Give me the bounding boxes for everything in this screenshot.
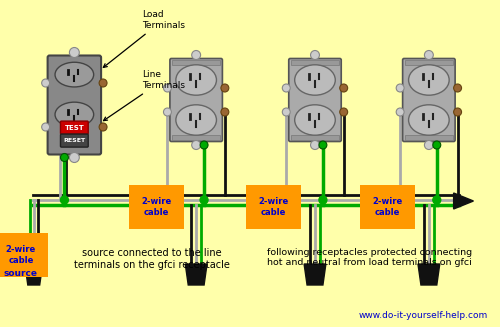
Ellipse shape [55,62,94,87]
Text: following receptacles protected connecting
hot and neutral from load terminals o: following receptacles protected connecti… [267,248,472,267]
Polygon shape [304,264,326,285]
Circle shape [42,123,50,131]
Circle shape [319,196,327,204]
Text: RESET: RESET [64,138,86,143]
Ellipse shape [176,65,216,95]
Text: Line
Terminals: Line Terminals [104,70,184,121]
Bar [291,135,339,140]
Circle shape [340,84,347,92]
Ellipse shape [294,65,336,95]
Circle shape [42,79,50,87]
Ellipse shape [176,105,216,135]
Circle shape [310,141,320,149]
Ellipse shape [294,105,336,135]
Circle shape [200,196,208,204]
Text: www.do-it-yourself-help.com: www.do-it-yourself-help.com [359,311,488,320]
Circle shape [200,141,208,149]
Text: source connected to the line
terminals on the gfci receptacle: source connected to the line terminals o… [74,248,230,269]
Circle shape [164,108,172,116]
Circle shape [433,141,441,149]
Circle shape [60,153,68,162]
Bar [291,60,339,65]
Text: TEST: TEST [64,125,84,130]
FancyBboxPatch shape [60,134,88,147]
Text: 2-wire
cable: 2-wire cable [6,245,36,265]
Circle shape [99,79,107,87]
Ellipse shape [408,105,449,135]
Circle shape [433,196,441,204]
Bar [405,60,452,65]
FancyBboxPatch shape [170,59,222,142]
FancyBboxPatch shape [48,56,101,154]
Polygon shape [454,193,473,209]
Circle shape [396,108,404,116]
Circle shape [340,108,347,116]
Circle shape [424,141,434,149]
Circle shape [70,152,80,163]
FancyBboxPatch shape [402,59,455,142]
Text: 2-wire
cable: 2-wire cable [142,197,172,217]
Circle shape [396,84,404,92]
Polygon shape [418,264,440,285]
Circle shape [192,141,200,149]
Circle shape [454,84,462,92]
Text: 2-wire
cable: 2-wire cable [372,197,402,217]
Ellipse shape [408,65,449,95]
Circle shape [319,141,327,149]
Circle shape [60,196,68,204]
FancyBboxPatch shape [60,121,88,134]
Ellipse shape [55,102,94,127]
Circle shape [282,84,290,92]
Polygon shape [186,264,207,285]
Circle shape [164,84,172,92]
Circle shape [221,108,229,116]
Circle shape [221,84,229,92]
Polygon shape [25,264,42,285]
Bar [405,135,452,140]
Bar [172,135,220,140]
Text: Load
Terminals: Load Terminals [104,10,184,67]
Text: source: source [4,268,38,278]
Bar [172,60,220,65]
FancyBboxPatch shape [288,59,341,142]
Circle shape [192,50,200,60]
Circle shape [99,123,107,131]
Circle shape [310,50,320,60]
Circle shape [282,108,290,116]
Circle shape [424,50,434,60]
Circle shape [70,47,80,58]
Circle shape [454,108,462,116]
Text: 2-wire
cable: 2-wire cable [258,197,288,217]
